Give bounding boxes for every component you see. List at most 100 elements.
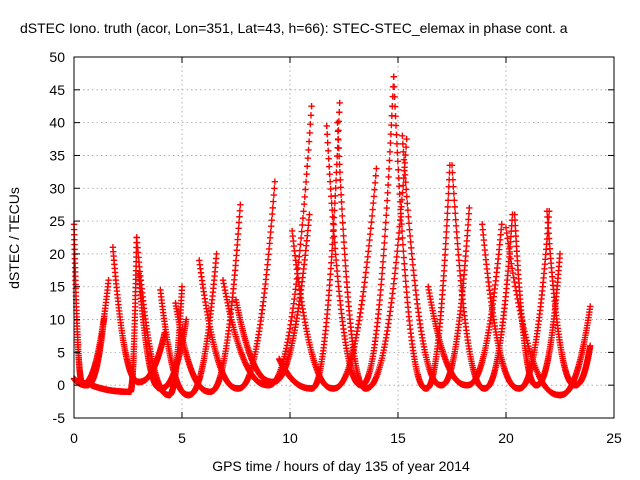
data-arc xyxy=(196,178,279,392)
data-marker xyxy=(271,178,279,185)
data-marker xyxy=(508,260,515,267)
data-marker xyxy=(399,132,406,139)
data-marker xyxy=(338,205,346,213)
data-marker xyxy=(399,189,406,196)
data-marker xyxy=(338,198,345,206)
data-marker xyxy=(328,207,336,214)
data-marker xyxy=(387,139,394,147)
x-tick-label: 0 xyxy=(70,430,78,446)
data-marker xyxy=(306,129,313,137)
data-arc xyxy=(502,224,594,399)
y-tick-label: 50 xyxy=(49,49,65,65)
data-marker xyxy=(395,166,402,173)
data-marker xyxy=(371,186,378,193)
data-marker xyxy=(270,191,278,199)
data-marker xyxy=(377,281,385,288)
data-marker xyxy=(269,204,276,212)
data-marker xyxy=(378,275,385,283)
data-marker xyxy=(402,278,409,285)
data-marker xyxy=(396,198,404,206)
data-marker xyxy=(384,197,391,204)
data-marker xyxy=(236,213,243,220)
data-marker xyxy=(332,256,340,264)
data-marker xyxy=(328,259,335,266)
data-marker xyxy=(453,234,461,242)
data-marker xyxy=(303,170,310,178)
y-tick-label: 35 xyxy=(49,147,65,163)
data-marker xyxy=(339,219,346,226)
data-marker xyxy=(556,250,564,258)
data-marker xyxy=(400,156,408,163)
data-marker xyxy=(402,151,409,159)
data-marker xyxy=(336,168,344,176)
data-marker xyxy=(373,165,380,172)
data-marker xyxy=(512,222,519,229)
data-marker xyxy=(323,122,330,130)
data-marker xyxy=(399,234,406,242)
data-marker xyxy=(371,179,379,186)
data-marker xyxy=(506,250,514,258)
data-marker xyxy=(404,207,412,214)
data-marker xyxy=(406,232,414,240)
data-marker xyxy=(266,240,273,247)
data-marker xyxy=(399,140,407,148)
data-marker xyxy=(381,239,388,247)
data-marker xyxy=(364,253,371,261)
data-marker xyxy=(330,233,338,240)
data-marker xyxy=(405,220,413,227)
data-marker xyxy=(442,246,449,253)
data-marker xyxy=(329,220,337,227)
data-marker xyxy=(511,278,518,286)
data-marker xyxy=(325,163,333,170)
data-marker xyxy=(511,211,518,218)
data-marker xyxy=(407,238,414,246)
y-axis-label: dSTEC / TECUs xyxy=(6,187,22,289)
data-marker xyxy=(378,270,386,277)
data-marker xyxy=(299,221,306,229)
data-marker xyxy=(367,231,374,238)
data-marker xyxy=(237,201,244,208)
data-marker xyxy=(512,283,519,290)
data-marker xyxy=(444,197,452,204)
data-marker xyxy=(392,259,400,266)
data-marker xyxy=(296,253,303,260)
data-marker xyxy=(297,241,304,248)
data-marker xyxy=(445,190,452,197)
data-marker xyxy=(341,251,348,258)
data-marker xyxy=(545,224,552,232)
data-marker xyxy=(443,228,450,236)
data-marker xyxy=(519,318,526,325)
data-marker xyxy=(105,276,112,284)
data-arc xyxy=(288,165,380,392)
data-marker xyxy=(340,232,347,240)
data-marker xyxy=(400,148,407,156)
data-marker xyxy=(454,246,462,253)
data-marker xyxy=(507,255,514,263)
data-marker xyxy=(479,221,486,228)
data-marker xyxy=(331,245,339,252)
data-marker xyxy=(403,135,410,143)
data-marker xyxy=(402,283,410,291)
data-marker xyxy=(383,212,390,219)
data-marker xyxy=(368,212,376,220)
x-tick-label: 10 xyxy=(282,430,298,446)
data-marker xyxy=(307,112,315,119)
data-marker xyxy=(387,130,395,138)
data-marker xyxy=(455,251,462,259)
data-marker xyxy=(325,147,332,154)
data-marker xyxy=(522,331,529,338)
data-arc xyxy=(543,208,594,389)
data-marker xyxy=(394,149,401,156)
data-marker xyxy=(325,155,332,162)
data-marker xyxy=(365,242,373,249)
data-arc xyxy=(232,211,313,386)
data-marker xyxy=(408,250,415,257)
data-marker xyxy=(442,240,449,247)
data-marker xyxy=(443,216,451,223)
data-marker xyxy=(297,234,305,242)
data-marker xyxy=(402,143,410,151)
data-arc xyxy=(88,234,140,395)
data-marker xyxy=(336,161,343,168)
data-marker xyxy=(404,200,411,207)
data-marker xyxy=(394,247,401,255)
